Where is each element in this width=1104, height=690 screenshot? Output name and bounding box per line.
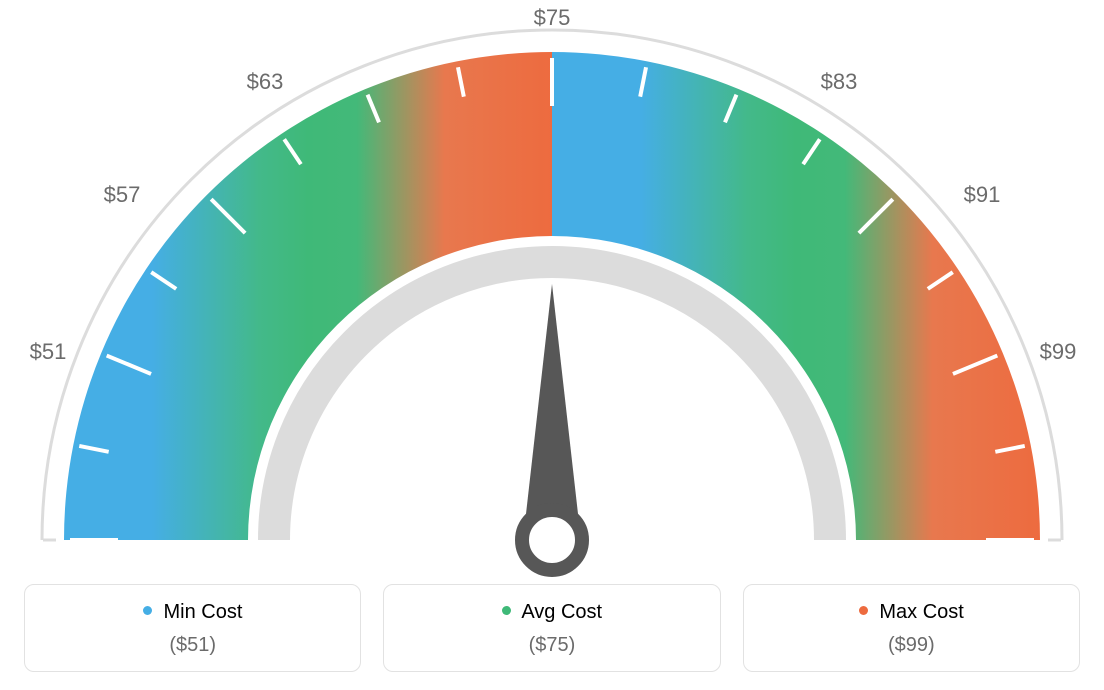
legend-min-value: ($51): [35, 634, 350, 657]
gauge-tick-label: $83: [821, 69, 858, 95]
gauge-tick-label: $91: [964, 182, 1001, 208]
gauge-tick-label: $75: [534, 5, 571, 31]
gauge-area: $51 $57 $63 $75 $83 $91 $99: [0, 0, 1104, 580]
gauge-svg: [0, 0, 1104, 580]
gauge-tick-label: $63: [247, 69, 284, 95]
legend-max-value: ($99): [754, 634, 1069, 657]
legend-avg-title: Avg Cost: [394, 601, 709, 624]
gauge-tick-label: $99: [1040, 339, 1077, 365]
legend-min-label: Min Cost: [163, 601, 242, 623]
legend-min-title: Min Cost: [35, 601, 350, 624]
gauge-tick-label: $57: [104, 182, 141, 208]
legend-row: Min Cost ($51) Avg Cost ($75) Max Cost (…: [24, 584, 1080, 672]
legend-avg-label: Avg Cost: [521, 601, 602, 623]
legend-avg-dot: [502, 606, 511, 615]
gauge-tick-label: $51: [30, 339, 67, 365]
cost-gauge-chart: $51 $57 $63 $75 $83 $91 $99 Min Cost ($51) Avg…: [0, 0, 1104, 690]
legend-avg-value: ($75): [394, 634, 709, 657]
legend-max: Max Cost ($99): [743, 584, 1080, 672]
legend-max-label: Max Cost: [879, 601, 963, 623]
legend-avg: Avg Cost ($75): [383, 584, 720, 672]
legend-max-dot: [859, 606, 868, 615]
legend-max-title: Max Cost: [754, 601, 1069, 624]
legend-min-dot: [143, 606, 152, 615]
legend-min: Min Cost ($51): [24, 584, 361, 672]
